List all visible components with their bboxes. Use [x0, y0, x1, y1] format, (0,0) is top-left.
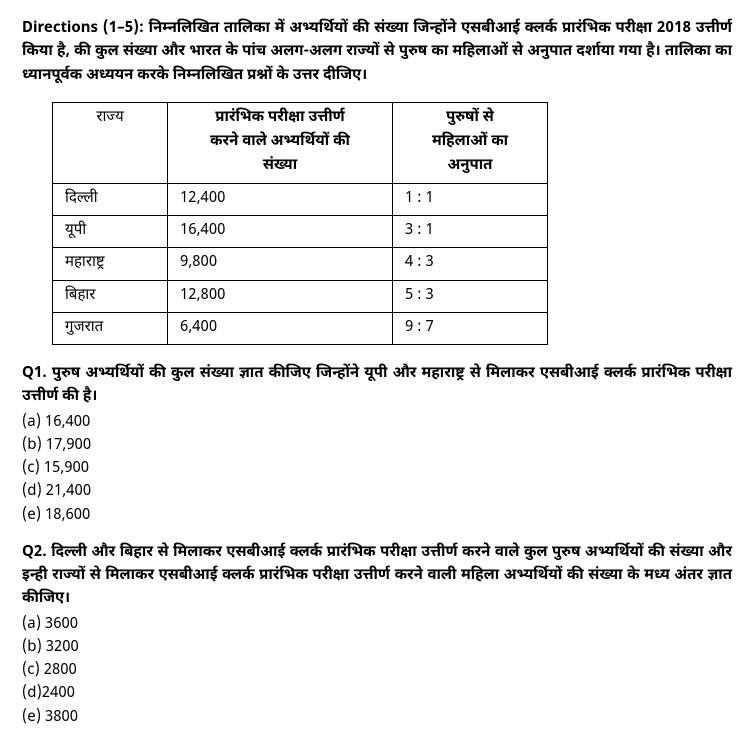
table-row: महाराष्ट्र 9,800 4 : 3: [53, 248, 548, 280]
th-count-l1: प्रारंभिक परीक्षा उत्तीर्ण: [215, 109, 345, 128]
th-count: प्रारंभिक परीक्षा उत्तीर्ण करने वाले अभ्…: [168, 102, 393, 183]
th-ratio-l1: पुरुषों से: [446, 109, 494, 128]
q2-opt-b: (b) 3200: [22, 637, 732, 660]
q2-opt-d: (d)2400: [22, 683, 732, 706]
cell-count: 12,400: [168, 183, 393, 215]
cell-count: 12,800: [168, 280, 393, 312]
cell-ratio: 1 : 1: [393, 183, 548, 215]
th-count-l2: करने वाले अभ्यर्थियों की: [210, 133, 350, 152]
q2-opt-a: (a) 3600: [22, 614, 732, 637]
q2-options: (a) 3600 (b) 3200 (c) 2800 (d)2400 (e) 3…: [22, 614, 732, 730]
q2-opt-e: (e) 3800: [22, 707, 732, 730]
q1-label: Q1.: [22, 365, 52, 384]
cell-state: गुजरात: [53, 312, 168, 344]
cell-state: दिल्ली: [53, 183, 168, 215]
cell-ratio: 3 : 1: [393, 216, 548, 248]
cell-count: 6,400: [168, 312, 393, 344]
q1-text: पुरुष अभ्यर्थियों की कुल संख्या ज्ञात की…: [22, 365, 732, 407]
th-ratio-l2: महिलाओं का: [432, 133, 508, 152]
q1-block: Q1. पुरुष अभ्यर्थियों की कुल संख्या ज्ञा…: [22, 363, 732, 410]
q2-opt-c: (c) 2800: [22, 660, 732, 683]
cell-ratio: 5 : 3: [393, 280, 548, 312]
q2-text: दिल्ली और बिहार से मिलाकर एसबीआई क्लर्क …: [22, 544, 732, 610]
q1-opt-a: (a) 16,400: [22, 412, 732, 435]
directions-block: Directions (1–5): निम्नलिखित तालिका में …: [22, 18, 732, 88]
q1-opt-e: (e) 18,600: [22, 505, 732, 528]
table-row: गुजरात 6,400 9 : 7: [53, 312, 548, 344]
q2-label: Q2.: [22, 544, 51, 563]
data-table: राज्य प्रारंभिक परीक्षा उत्तीर्ण करने वा…: [52, 102, 548, 345]
th-ratio-l3: अनुपात: [448, 157, 493, 176]
cell-count: 9,800: [168, 248, 393, 280]
q2-block: Q2. दिल्ली और बिहार से मिलाकर एसबीआई क्ल…: [22, 542, 732, 612]
table-header-row: राज्य प्रारंभिक परीक्षा उत्तीर्ण करने वा…: [53, 102, 548, 183]
cell-state: यूपी: [53, 216, 168, 248]
table-row: बिहार 12,800 5 : 3: [53, 280, 548, 312]
cell-ratio: 4 : 3: [393, 248, 548, 280]
directions-label: Directions (1–5):: [22, 20, 144, 39]
th-ratio: पुरुषों से महिलाओं का अनुपात: [393, 102, 548, 183]
cell-state: महाराष्ट्र: [53, 248, 168, 280]
table-row: दिल्ली 12,400 1 : 1: [53, 183, 548, 215]
q1-opt-b: (b) 17,900: [22, 435, 732, 458]
q1-options: (a) 16,400 (b) 17,900 (c) 15,900 (d) 21,…: [22, 412, 732, 528]
cell-ratio: 9 : 7: [393, 312, 548, 344]
table-row: यूपी 16,400 3 : 1: [53, 216, 548, 248]
th-count-l3: संख्या: [263, 157, 297, 176]
q1-opt-c: (c) 15,900: [22, 458, 732, 481]
cell-count: 16,400: [168, 216, 393, 248]
th-state: राज्य: [53, 102, 168, 183]
cell-state: बिहार: [53, 280, 168, 312]
q1-opt-d: (d) 21,400: [22, 481, 732, 504]
